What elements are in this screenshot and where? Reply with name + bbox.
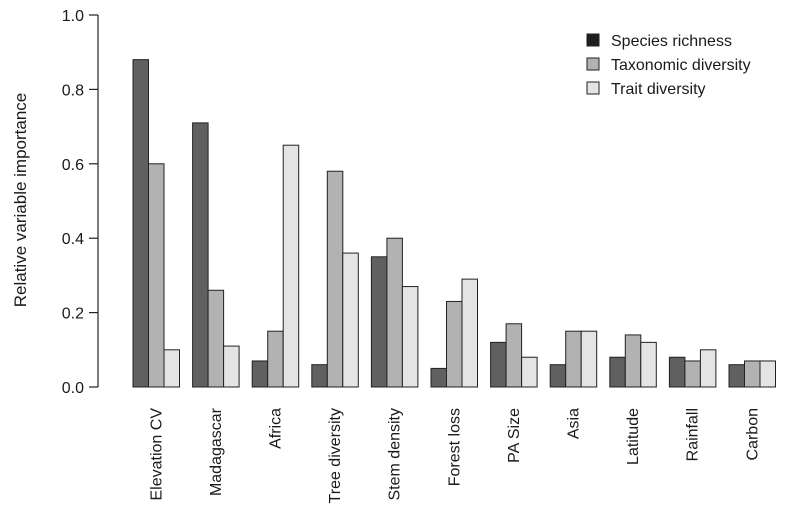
x-tick-label: Asia <box>565 408 582 439</box>
legend-swatch <box>586 57 600 71</box>
y-tick-label: 0.6 <box>62 157 84 174</box>
legend: Species richness Taxonomic diversity Trait… <box>586 33 751 98</box>
bar-tree-diversity-series-2 <box>326 170 344 388</box>
x-tick-label: PA Size <box>506 408 523 463</box>
legend-label: Taxonomic diversity <box>611 57 751 74</box>
legend-label: Species richness <box>611 33 732 50</box>
y-tick-label: 0.4 <box>62 231 84 248</box>
bar-africa-series-3 <box>282 144 300 388</box>
x-tick-label: Elevation CV <box>148 408 165 501</box>
bar-rainfall-series-3 <box>699 349 717 388</box>
x-tick-labels: Elevation CV Madagascar Africa Tree diversi… <box>148 407 761 503</box>
x-tick-label: Madagascar <box>208 407 225 496</box>
x-tick-label: Rainfall <box>685 408 702 461</box>
bar-elevation-cv-series-3 <box>163 349 180 388</box>
bar-forest-loss-series-1 <box>430 367 447 388</box>
x-tick-label: Stem density <box>387 408 404 500</box>
bar-madagascar-series-1 <box>192 122 209 388</box>
legend-swatch <box>586 33 600 47</box>
bar-rainfall-series-1 <box>668 356 686 388</box>
legend-swatch <box>586 81 600 95</box>
bar-forest-loss-series-3 <box>461 278 478 388</box>
bar-carbon-series-3 <box>759 360 776 388</box>
y-axis <box>89 14 99 388</box>
bar-madagascar-series-3 <box>223 345 240 388</box>
bar-pa-size-series-1 <box>490 341 507 388</box>
bar-rainfall-series-2 <box>684 360 701 388</box>
bar-stem-density-series-1 <box>370 256 388 388</box>
bar-elevation-cv-series-1 <box>132 59 149 388</box>
y-tick-label: 0.8 <box>62 82 84 99</box>
bar-pa-size-series-2 <box>505 323 523 388</box>
x-tick-label: Carbon <box>744 408 761 460</box>
x-tick-label: Africa <box>267 408 284 449</box>
bar-stem-density-series-3 <box>401 286 419 388</box>
x-tick-label: Forest loss <box>446 408 463 486</box>
y-tick-label: 1.0 <box>62 8 84 25</box>
bar-tree-diversity-series-3 <box>342 252 359 388</box>
bar-asia-series-3 <box>580 330 598 388</box>
y-tick-label: 0.0 <box>62 380 84 397</box>
bar-latitude-series-1 <box>609 356 626 388</box>
legend-label: Trait diversity <box>611 81 706 98</box>
bar-elevation-cv-series-2 <box>148 163 165 388</box>
bar-forest-loss-series-2 <box>446 300 463 388</box>
bar-stem-density-series-2 <box>386 237 403 388</box>
y-axis-title: Relative variable importance <box>11 93 30 308</box>
x-tick-label: Latitude <box>625 408 642 465</box>
bar-madagascar-series-2 <box>207 289 225 388</box>
y-tick-labels: 0.0 0.2 0.4 0.6 0.8 1.0 <box>62 8 84 397</box>
x-tick-label: Tree diversity <box>327 408 344 503</box>
bar-tree-diversity-series-1 <box>311 364 328 388</box>
bar-carbon-series-1 <box>728 364 745 388</box>
bar-latitude-series-2 <box>624 334 642 388</box>
bar-africa-series-1 <box>251 360 269 388</box>
bar-latitude-series-3 <box>640 341 657 388</box>
bar-asia-series-1 <box>549 364 567 388</box>
bar-africa-series-2 <box>267 330 284 388</box>
bars <box>132 59 776 388</box>
y-tick-label: 0.2 <box>62 306 84 323</box>
bar-pa-size-series-3 <box>521 356 538 388</box>
bar-carbon-series-2 <box>744 360 761 388</box>
bar-asia-series-2 <box>565 330 582 388</box>
